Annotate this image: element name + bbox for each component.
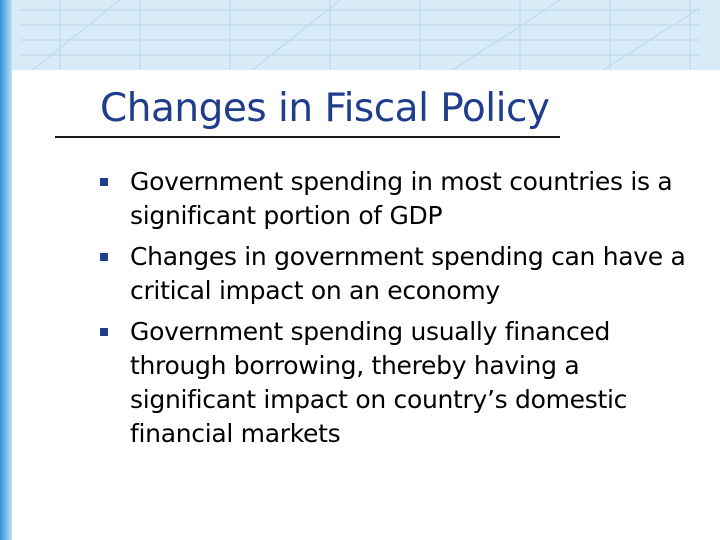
top-banner: [0, 0, 720, 72]
bullet-text: Government spending in most countries is…: [130, 167, 673, 230]
bullet-item: Government spending usually financed thr…: [98, 315, 698, 451]
bullet-item: Government spending in most countries is…: [98, 165, 698, 233]
bullet-text: Changes in government spending can have …: [130, 242, 686, 305]
bullet-marker: [100, 178, 108, 186]
slide-title: Changes in Fiscal Policy: [100, 86, 550, 131]
content-panel: [12, 70, 720, 540]
bullet-item: Changes in government spending can have …: [98, 240, 698, 308]
bullet-list: Government spending in most countries is…: [98, 165, 698, 458]
bullet-marker: [100, 253, 108, 261]
title-rule: [55, 136, 560, 138]
left-strip: [0, 0, 12, 540]
banner-pattern: [20, 0, 701, 73]
bullet-marker: [100, 328, 108, 336]
bullet-text: Government spending usually financed thr…: [130, 317, 628, 448]
